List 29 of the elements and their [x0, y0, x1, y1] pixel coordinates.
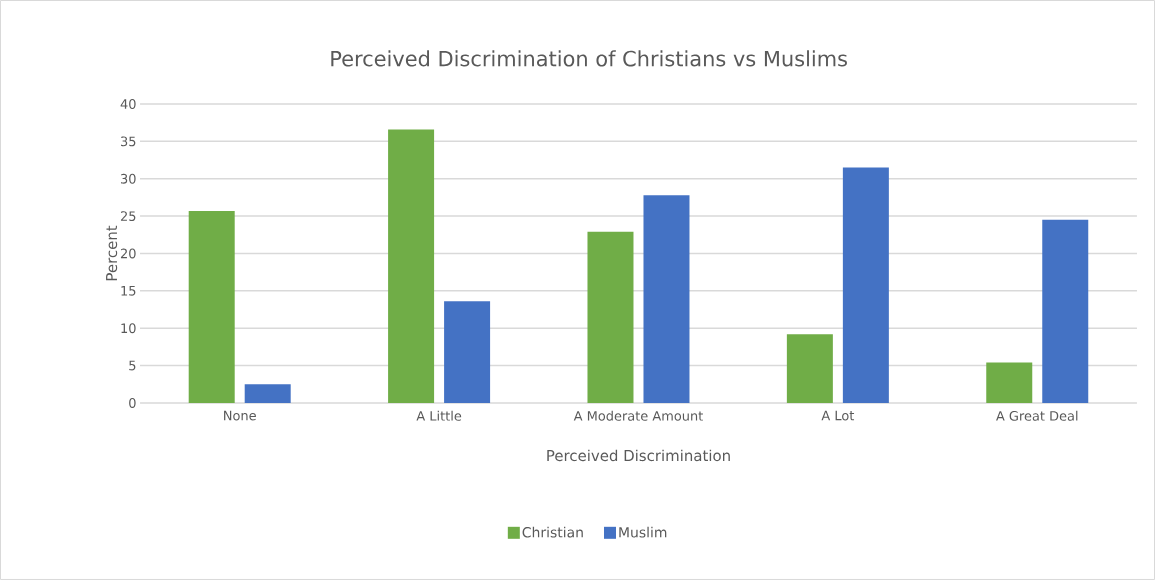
y-tick-label: 30	[121, 173, 136, 184]
bar	[1042, 219, 1089, 403]
y-tick-label: 25	[120, 211, 136, 222]
y-tick-label: 15	[121, 286, 136, 296]
y-tick-label: 5	[129, 360, 136, 371]
x-tick-label: A Lot	[821, 410, 855, 421]
y-tick-label: 35	[121, 136, 136, 147]
bar	[842, 167, 889, 403]
bar	[444, 301, 491, 403]
y-tick-label: 40	[120, 99, 136, 109]
x-tick-label: A Great Deal	[996, 410, 1078, 421]
bar	[188, 210, 235, 403]
y-tick-label: 10	[121, 323, 136, 334]
x-tick-label: A Moderate Amount	[573, 410, 703, 421]
y-tick-label: 0	[129, 398, 136, 408]
y-axis-title: Percent	[106, 225, 118, 281]
x-tick-label: A Little	[416, 410, 462, 421]
chart-title: Perceived Discrimination of Christians vs Muslims	[331, 50, 847, 67]
legend-label: Christian	[522, 526, 583, 538]
y-tick-label: 20	[120, 248, 136, 259]
x-axis-title: Perceived Discrimination	[547, 449, 730, 462]
x-tick-label: None	[224, 410, 256, 421]
bar	[244, 384, 291, 403]
bar	[643, 195, 690, 403]
legend-label: Muslim	[619, 526, 667, 538]
bar	[388, 129, 435, 403]
bar	[986, 362, 1033, 403]
bar	[587, 231, 634, 403]
bar	[786, 334, 833, 403]
